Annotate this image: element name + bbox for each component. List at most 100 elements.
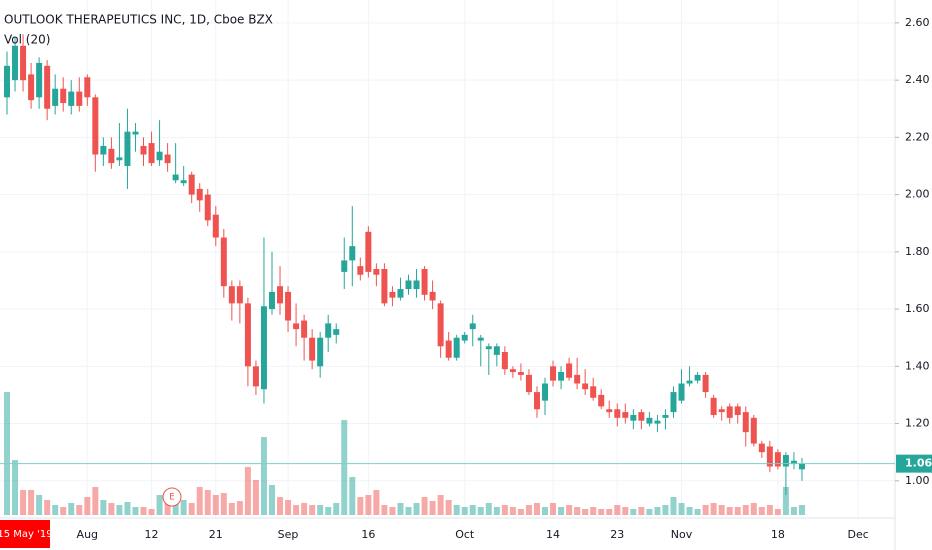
- candle-body: [702, 374, 709, 393]
- candle-body: [734, 406, 741, 415]
- candle-body: [566, 363, 573, 378]
- candle-body: [357, 266, 364, 275]
- volume-bar: [525, 505, 532, 515]
- candle-body: [301, 320, 308, 338]
- volume-bar: [260, 437, 267, 515]
- volume-bar: [357, 497, 364, 515]
- volume-bar: [710, 503, 717, 515]
- candle-body: [188, 174, 195, 195]
- candle-body: [790, 460, 797, 464]
- volume-bar: [12, 460, 19, 515]
- volume-bar: [76, 505, 83, 515]
- candle-body: [397, 289, 404, 298]
- candle-body: [670, 392, 677, 413]
- candle-body: [413, 280, 420, 290]
- candle-body: [293, 323, 300, 330]
- volume-bar: [614, 505, 621, 515]
- candle-body: [574, 374, 581, 384]
- candle-body: [774, 452, 781, 467]
- candle-body: [533, 392, 540, 410]
- volume-bar: [148, 509, 155, 515]
- volume-bar: [60, 507, 67, 515]
- candle-body: [662, 414, 669, 418]
- volume-bar: [68, 503, 75, 515]
- x-tick-label: Oct: [455, 528, 475, 541]
- volume-bar: [453, 505, 460, 515]
- volume-bar: [325, 507, 332, 515]
- volume-bar: [228, 503, 235, 515]
- candle-body: [710, 397, 717, 415]
- volume-bar: [108, 503, 115, 515]
- volume-bar: [566, 505, 573, 515]
- volume-bar: [341, 420, 348, 515]
- candle-body: [236, 286, 243, 304]
- candle-body: [349, 246, 356, 261]
- volume-bar: [533, 503, 540, 515]
- volume-bar: [790, 507, 797, 515]
- candle-body: [622, 412, 629, 418]
- volume-bar: [293, 505, 300, 515]
- volume-bar: [317, 505, 324, 515]
- candle-body: [285, 291, 292, 321]
- volume-bar: [405, 507, 412, 515]
- y-tick-label: 1.20: [905, 417, 930, 430]
- volume-bar: [236, 501, 243, 515]
- y-tick-label: 1.00: [905, 474, 930, 487]
- volume-bar: [389, 507, 396, 515]
- x-tick-label: 16: [361, 528, 375, 541]
- volume-bar: [782, 487, 789, 515]
- candle-body: [758, 443, 765, 453]
- earnings-marker[interactable]: [162, 487, 182, 507]
- volume-bar: [397, 503, 404, 515]
- volume-bar: [774, 509, 781, 515]
- candle-body: [766, 446, 773, 467]
- candle-body: [525, 374, 532, 393]
- candle-body: [325, 323, 332, 338]
- candle-body: [20, 45, 27, 81]
- candle-body: [437, 303, 444, 347]
- x-tick-label: 14: [546, 528, 560, 541]
- candle-body: [156, 151, 163, 161]
- candle-body: [277, 286, 284, 304]
- candle-body: [212, 214, 219, 238]
- volume-bar: [461, 507, 468, 515]
- price-pane: [4, 34, 805, 496]
- volume-bar: [212, 495, 219, 515]
- y-tick-label: 1.80: [905, 245, 930, 258]
- volume-bar: [309, 505, 316, 515]
- volume-bar: [92, 487, 99, 515]
- x-tick-label: 18: [771, 528, 785, 541]
- volume-bar: [702, 505, 709, 515]
- volume-bar: [188, 503, 195, 515]
- candle-body: [558, 372, 565, 381]
- volume-bar: [493, 507, 500, 515]
- candle-body: [469, 323, 476, 330]
- candle-body: [268, 291, 275, 310]
- candle-body: [726, 406, 733, 418]
- candle-body: [798, 463, 805, 470]
- volume-bar: [469, 505, 476, 515]
- candle-body: [60, 88, 67, 104]
- y-tick-label: 1.60: [905, 302, 930, 315]
- x-tick-label: Nov: [671, 528, 693, 541]
- volume-bar: [429, 501, 436, 515]
- y-tick-label: 2.60: [905, 16, 930, 29]
- candle-body: [590, 386, 597, 398]
- axes: 1.00 1.20 1.40 1.60 1.80 2.00 2.20 2.40 2.60 Aug 1…: [0, 16, 932, 541]
- volume-bar: [421, 497, 428, 515]
- volume-bar: [766, 505, 773, 515]
- x-tick-label: Sep: [278, 528, 299, 541]
- candle-body: [493, 346, 500, 355]
- volume-bar: [268, 485, 275, 515]
- volume-bar: [4, 392, 10, 515]
- volume-bar: [220, 493, 227, 515]
- volume-bar: [365, 495, 372, 515]
- candle-body: [68, 91, 75, 106]
- volume-bar: [44, 500, 51, 515]
- volume-bar: [445, 500, 452, 515]
- volume-bar: [301, 503, 308, 515]
- candle-body: [148, 143, 155, 164]
- candle-body: [84, 77, 91, 98]
- candle-body: [341, 260, 348, 272]
